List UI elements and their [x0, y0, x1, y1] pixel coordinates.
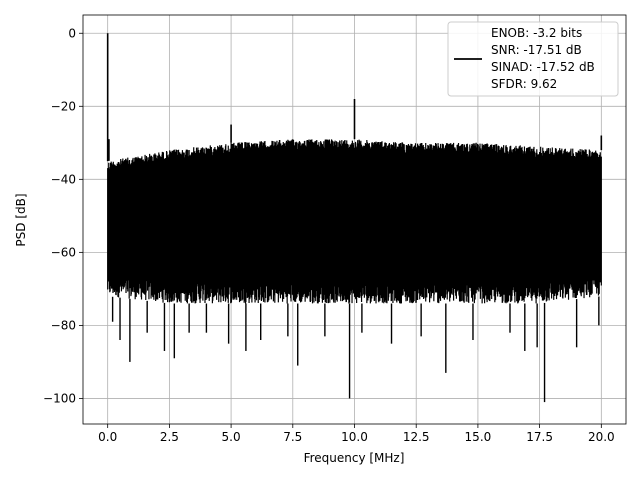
x-tick-label: 10.0 — [341, 430, 368, 444]
x-tick-label: 2.5 — [160, 430, 179, 444]
y-axis: 0 −20 −40 −60 −80 −100 — [43, 26, 83, 405]
legend-snr: SNR: -17.51 dB — [491, 43, 582, 57]
x-tick-label: 7.5 — [283, 430, 302, 444]
psd-noise-band — [107, 139, 602, 304]
y-tick-label: −20 — [51, 99, 76, 113]
y-tick-label: −80 — [51, 318, 76, 332]
y-tick-label: −100 — [43, 391, 76, 405]
x-tick-label: 17.5 — [526, 430, 553, 444]
legend-enob: ENOB: -3.2 bits — [491, 26, 582, 40]
y-tick-label: −40 — [51, 172, 76, 186]
y-tick-label: 0 — [68, 26, 76, 40]
x-tick-label: 12.5 — [403, 430, 430, 444]
y-axis-label: PSD [dB] — [14, 193, 28, 246]
x-axis-label: Frequency [MHz] — [304, 451, 405, 465]
legend-sinad: SINAD: -17.52 dB — [491, 60, 595, 74]
x-tick-label: 15.0 — [465, 430, 492, 444]
psd-trace — [106, 33, 603, 403]
x-tick-label: 0.0 — [98, 430, 117, 444]
legend: ENOB: -3.2 bits SNR: -17.51 dB SINAD: -1… — [447, 21, 619, 97]
y-tick-label: −60 — [51, 245, 76, 259]
x-tick-label: 5.0 — [222, 430, 241, 444]
legend-sfdr: SFDR: 9.62 — [491, 77, 557, 91]
x-axis: 0.0 2.5 5.0 7.5 10.0 12.5 15.0 17.5 20.0 — [98, 424, 615, 444]
legend-box — [447, 21, 619, 97]
x-tick-label: 20.0 — [588, 430, 615, 444]
